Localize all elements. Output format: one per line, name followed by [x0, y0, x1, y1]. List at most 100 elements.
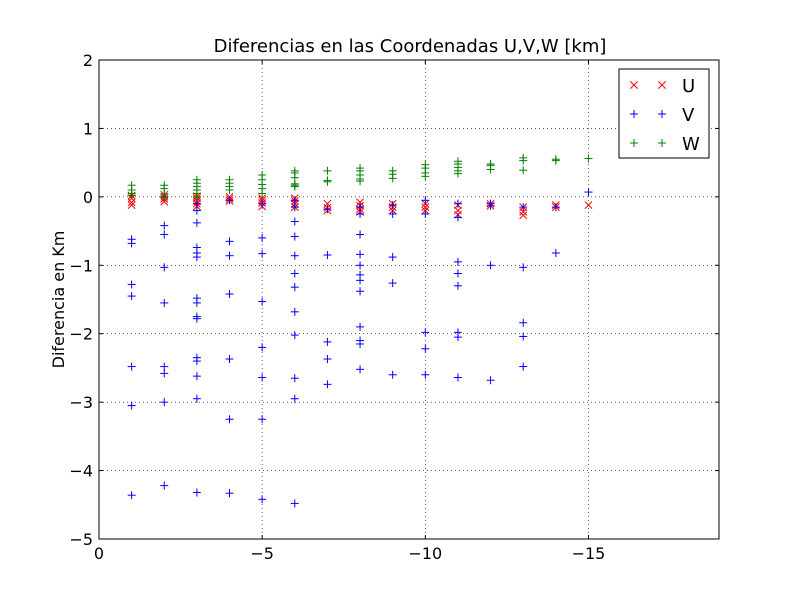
point-v	[258, 249, 267, 258]
point-v	[290, 251, 299, 260]
point-v	[356, 203, 365, 212]
point-v	[258, 495, 267, 504]
chart-title: Diferencias en las Coordenadas U,V,W [km…	[214, 36, 607, 57]
point-v	[290, 499, 299, 508]
marker-stroke	[127, 198, 136, 207]
point-v	[356, 339, 365, 348]
point-v	[192, 357, 201, 366]
point-w	[519, 166, 528, 175]
point-w	[486, 160, 495, 169]
point-v	[225, 290, 234, 299]
point-v	[388, 201, 397, 210]
legend-marker-u	[630, 81, 638, 89]
point-v	[225, 237, 234, 246]
legend-marker-u	[658, 81, 666, 89]
point-w	[160, 181, 169, 190]
y-tick-label: 2	[83, 51, 93, 70]
series-v	[127, 188, 593, 508]
point-v	[192, 394, 201, 403]
point-v	[519, 318, 528, 327]
point-v	[356, 365, 365, 374]
data-points	[127, 153, 593, 508]
point-u	[127, 198, 136, 207]
point-v	[127, 292, 136, 301]
point-v	[258, 233, 267, 242]
point-v	[127, 401, 136, 410]
point-u	[519, 211, 528, 220]
legend-label-u: U	[682, 76, 695, 97]
point-v	[258, 415, 267, 424]
point-v	[356, 261, 365, 270]
point-v	[290, 307, 299, 316]
point-v	[519, 203, 528, 212]
point-v	[290, 217, 299, 226]
point-v	[258, 373, 267, 382]
point-v	[258, 297, 267, 306]
series-w	[127, 153, 593, 201]
point-v	[160, 369, 169, 378]
point-u	[127, 201, 136, 210]
point-w	[584, 154, 593, 163]
point-v	[127, 362, 136, 371]
point-u	[356, 198, 365, 207]
point-v	[290, 374, 299, 383]
point-w	[388, 166, 397, 175]
marker-stroke	[421, 203, 430, 212]
y-tick-label: −2	[69, 325, 93, 344]
legend: UVW	[618, 68, 710, 159]
point-w	[453, 157, 462, 166]
point-w	[551, 155, 560, 164]
point-v	[127, 239, 136, 248]
marker-stroke	[519, 207, 528, 216]
point-v	[388, 370, 397, 379]
marker-stroke	[519, 211, 528, 220]
y-axis-label: Diferencia en Km	[49, 231, 68, 369]
point-v	[323, 251, 332, 260]
point-v	[323, 380, 332, 389]
point-v	[453, 213, 462, 222]
point-v	[323, 205, 332, 214]
x-tick-label: −5	[250, 544, 274, 563]
point-v	[388, 209, 397, 218]
point-w	[519, 153, 528, 162]
y-tick-label: 0	[83, 188, 93, 207]
grid	[99, 60, 719, 539]
point-v	[421, 209, 430, 218]
point-v	[160, 362, 169, 371]
point-v	[192, 298, 201, 307]
point-v	[356, 276, 365, 285]
point-v	[551, 203, 560, 212]
point-v	[192, 218, 201, 227]
point-v	[192, 206, 201, 215]
point-v	[323, 337, 332, 346]
point-v	[290, 283, 299, 292]
point-v	[160, 263, 169, 272]
point-w	[225, 175, 234, 184]
point-v	[225, 355, 234, 364]
point-v	[323, 355, 332, 364]
marker-stroke	[356, 198, 365, 207]
legend-marker-w	[658, 139, 666, 147]
plot-frame	[98, 59, 720, 540]
point-v	[258, 343, 267, 352]
point-w	[421, 160, 430, 169]
point-v	[160, 230, 169, 239]
legend-label-v: V	[682, 105, 695, 126]
point-v	[486, 261, 495, 270]
point-w	[290, 166, 299, 175]
marker-stroke	[258, 194, 267, 203]
point-v	[551, 248, 560, 257]
point-v	[486, 201, 495, 210]
y-tick-label: 1	[83, 119, 93, 138]
point-v	[290, 394, 299, 403]
point-v	[160, 398, 169, 407]
point-v	[192, 253, 201, 262]
legend-label-w: W	[682, 134, 700, 155]
point-v	[453, 269, 462, 278]
point-v	[225, 196, 234, 205]
point-v	[356, 250, 365, 259]
point-u	[421, 203, 430, 212]
point-v	[356, 287, 365, 296]
point-v	[160, 221, 169, 230]
